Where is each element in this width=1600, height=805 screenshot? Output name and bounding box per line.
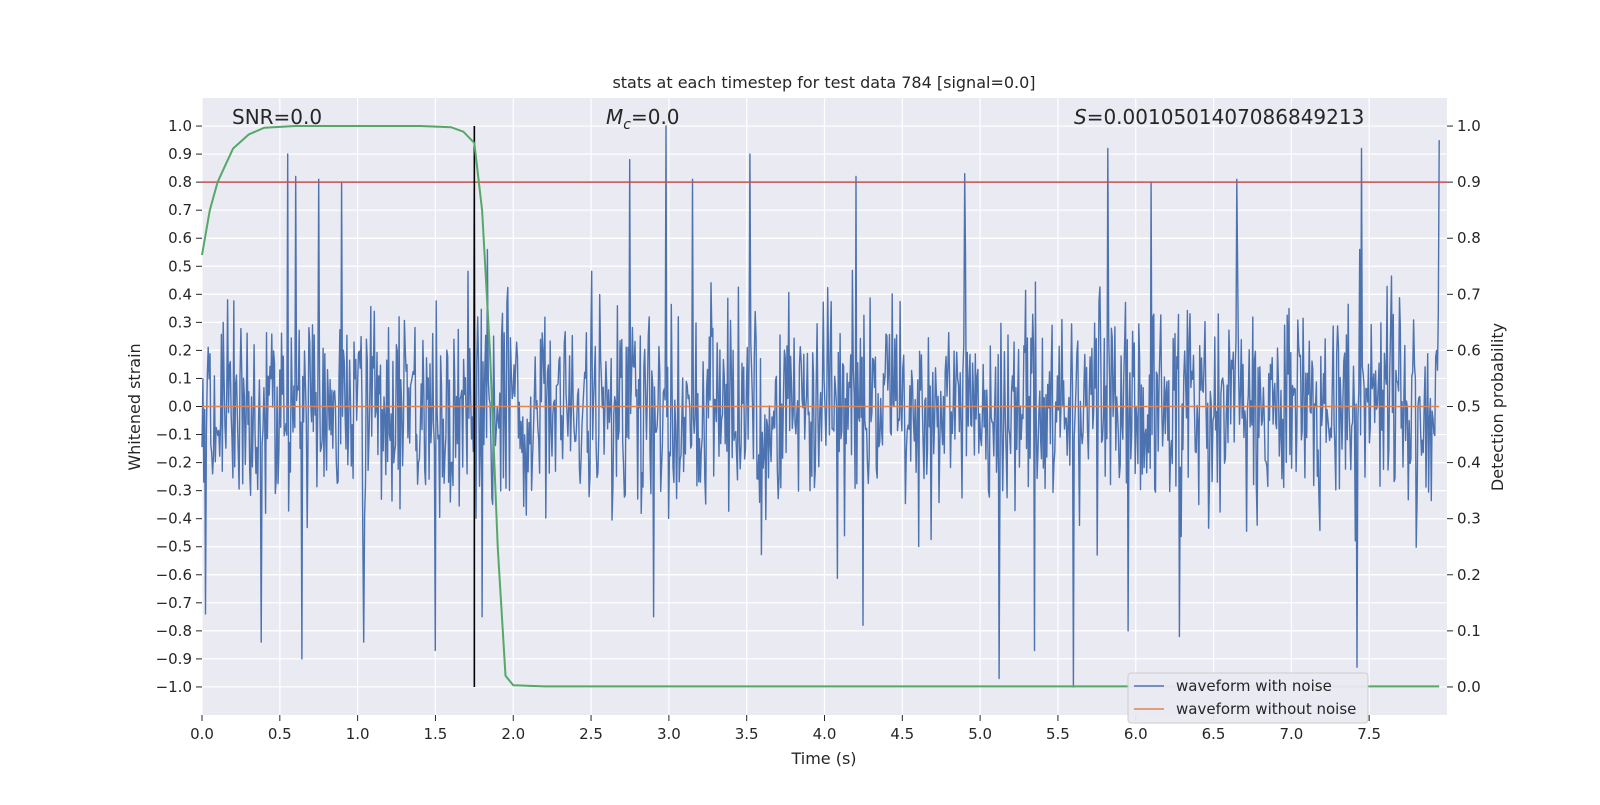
s-value: =0.0010501407086849213 xyxy=(1087,105,1365,129)
y-left-tick-label: −0.6 xyxy=(156,566,192,584)
x-tick-label: 4.0 xyxy=(813,725,837,743)
y-right-tick-label: 0.4 xyxy=(1457,454,1481,472)
x-tick-label: 6.0 xyxy=(1124,725,1148,743)
legend: waveform with noise waveform without noi… xyxy=(1127,672,1369,724)
overlay-lines xyxy=(201,125,1447,688)
x-tick-label: 0.5 xyxy=(268,725,292,743)
s-symbol: S xyxy=(1074,105,1087,129)
y-left-tick-label: 0.3 xyxy=(168,313,192,331)
chart-title: stats at each timestep for test data 784… xyxy=(612,73,1035,92)
legend-box xyxy=(1127,672,1369,724)
y-right-tick-label: 0.5 xyxy=(1457,398,1481,416)
x-tick-label: 7.5 xyxy=(1357,725,1381,743)
y-left-tick-label: 0.6 xyxy=(168,229,192,247)
y-left-tick-label: −0.3 xyxy=(156,482,192,500)
detection-probability-line xyxy=(201,125,1440,688)
y-left-tick-label: −0.5 xyxy=(156,538,192,556)
x-tick-label: 4.5 xyxy=(890,725,914,743)
x-tick-label: 2.0 xyxy=(501,725,525,743)
legend-label-clean: waveform without noise xyxy=(1176,700,1356,718)
x-tick-label: 7.0 xyxy=(1279,725,1303,743)
x-axis-label: Time (s) xyxy=(790,749,856,768)
y-left-tick-label: −0.9 xyxy=(156,650,192,668)
y-right-tick-label: 0.9 xyxy=(1457,173,1481,191)
x-tick-label: 3.0 xyxy=(657,725,681,743)
y-right-tick-label: 0.3 xyxy=(1457,510,1481,528)
axes: 0.0 0.5 1.0 1.5 2.0 2.5 3.0 3.5 4.0 4.5 5.0 5.5 6.0 6… xyxy=(156,117,1481,743)
y-right-tick-label: 1.0 xyxy=(1457,117,1481,135)
y-right-tick-label: 0.2 xyxy=(1457,566,1481,584)
y-left-tick-label: −0.4 xyxy=(156,510,192,528)
y-right-tick-label: 0.6 xyxy=(1457,341,1481,359)
y-left-tick-label: −0.8 xyxy=(156,622,192,640)
y-right-tick-label: 0.7 xyxy=(1457,285,1481,303)
x-tick-label: 0.0 xyxy=(190,725,214,743)
y-left-tick-label: −0.2 xyxy=(156,454,192,472)
y-left-tick-label: 0.9 xyxy=(168,145,192,163)
noise-series xyxy=(201,125,1440,688)
mc-annotation: Mc=0.0 xyxy=(606,105,680,133)
y-left-tick-label: 0.5 xyxy=(168,257,192,275)
y-left-tick-label: −0.7 xyxy=(156,594,192,612)
y-left-tick-label: 0.1 xyxy=(168,369,192,387)
y-left-tick-label: 0.0 xyxy=(168,398,192,416)
y-axis-label-left: Whitened strain xyxy=(125,343,144,470)
x-tick-label: 3.5 xyxy=(735,725,759,743)
y-right-tick-label: 0.0 xyxy=(1457,678,1481,696)
y-left-tick-label: 1.0 xyxy=(168,117,192,135)
y-right-tick-label: 0.8 xyxy=(1457,229,1481,247)
mc-subscript: c xyxy=(623,117,631,133)
y-left-tick-label: −0.1 xyxy=(156,426,192,444)
mc-symbol: M xyxy=(606,105,623,129)
x-tick-label: 5.0 xyxy=(968,725,992,743)
y-right-tick-label: 0.1 xyxy=(1457,622,1481,640)
x-tick-label: 2.5 xyxy=(579,725,603,743)
x-tick-label: 5.5 xyxy=(1046,725,1070,743)
mc-value: =0.0 xyxy=(631,105,680,129)
s-annotation: S=0.0010501407086849213 xyxy=(1074,105,1364,129)
y-left-tick-label: 0.8 xyxy=(168,173,192,191)
y-left-tick-label: 0.2 xyxy=(168,341,192,359)
x-tick-label: 6.5 xyxy=(1202,725,1226,743)
y-left-tick-label: 0.4 xyxy=(168,285,192,303)
y-left-tick-label: −1.0 xyxy=(156,678,192,696)
x-tick-label: 1.0 xyxy=(346,725,370,743)
x-tick-label: 1.5 xyxy=(424,725,448,743)
y-axis-label-right: Detection probability xyxy=(1488,323,1507,491)
noise-waveform-line xyxy=(201,125,1440,688)
y-left-tick-label: 0.7 xyxy=(168,201,192,219)
snr-annotation: SNR=0.0 xyxy=(232,105,322,129)
legend-label-noise: waveform with noise xyxy=(1176,677,1332,695)
